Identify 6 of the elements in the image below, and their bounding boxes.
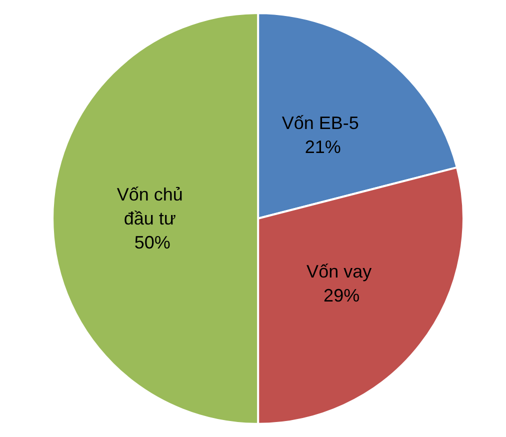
data-label: 21% <box>304 136 341 157</box>
data-label: 29% <box>324 285 360 306</box>
data-label: 50% <box>134 232 170 252</box>
slice-label: Vốn EB-5 <box>282 112 364 133</box>
slice-label: Vốn vay <box>306 261 377 282</box>
slice-label: Vốn chủ đầu tư <box>116 184 188 228</box>
